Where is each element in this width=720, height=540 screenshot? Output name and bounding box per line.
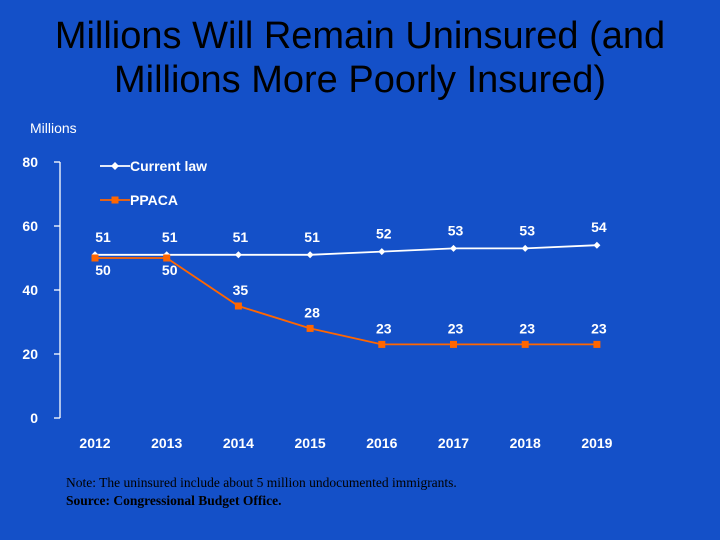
source-text: Source: Congressional Budget Office. bbox=[66, 493, 282, 508]
data-point-ppaca bbox=[306, 324, 314, 332]
data-point-current-law bbox=[234, 251, 242, 259]
data-label-current-law: 51 bbox=[162, 229, 178, 245]
data-point-ppaca bbox=[378, 340, 386, 348]
x-tick-label: 2017 bbox=[438, 435, 469, 451]
legend-label-ppaca: PPACA bbox=[130, 192, 178, 208]
x-tick-label: 2013 bbox=[151, 435, 182, 451]
data-point-ppaca bbox=[234, 302, 242, 310]
data-label-current-law: 53 bbox=[448, 222, 464, 238]
legend-marker bbox=[111, 196, 119, 204]
chart-note: Note: The uninsured include about 5 mill… bbox=[66, 474, 457, 510]
data-label-ppaca: 35 bbox=[233, 282, 249, 298]
y-tick-label: 20 bbox=[22, 346, 38, 362]
legend-label-current-law: Current law bbox=[130, 158, 207, 174]
x-tick-label: 2018 bbox=[510, 435, 541, 451]
data-point-ppaca bbox=[91, 254, 99, 262]
data-label-ppaca: 23 bbox=[591, 320, 607, 336]
data-point-current-law bbox=[378, 248, 386, 256]
y-tick-label: 0 bbox=[30, 410, 38, 426]
data-label-ppaca: 50 bbox=[162, 262, 178, 278]
x-tick-label: 2012 bbox=[79, 435, 110, 451]
y-tick-label: 60 bbox=[22, 218, 38, 234]
y-tick-label: 40 bbox=[22, 282, 38, 298]
line-chart: Millions 0 20 40 60 80 2012 2013 2014 2015 2016 201… bbox=[22, 120, 612, 451]
data-label-ppaca: 23 bbox=[448, 320, 464, 336]
note-text: Note: The uninsured include about 5 mill… bbox=[66, 475, 457, 490]
data-point-ppaca bbox=[450, 340, 457, 348]
x-tick-label: 2016 bbox=[366, 435, 397, 451]
data-point-current-law bbox=[521, 244, 529, 252]
series-line-ppaca bbox=[95, 257, 597, 346]
y-tick-label: 80 bbox=[22, 154, 38, 170]
title-line-2: Millions More Poorly Insured) bbox=[113, 59, 607, 101]
data-label-ppaca: 23 bbox=[376, 320, 392, 336]
data-label-current-law: 51 bbox=[233, 229, 249, 245]
slide-title: Millions Will Remain Uninsured (and Mill… bbox=[0, 14, 720, 102]
data-label-ppaca: 50 bbox=[95, 262, 111, 278]
legend-marker bbox=[111, 162, 119, 170]
data-label-current-law: 52 bbox=[376, 226, 392, 242]
data-point-current-law bbox=[593, 241, 601, 249]
y-axis-label: Millions bbox=[30, 120, 77, 136]
data-label-current-law: 54 bbox=[591, 219, 607, 235]
data-point-ppaca bbox=[521, 340, 529, 348]
data-label-ppaca: 23 bbox=[519, 320, 535, 336]
series-line-current-law bbox=[95, 244, 597, 256]
data-point-current-law bbox=[306, 251, 314, 259]
data-point-current-law bbox=[450, 244, 457, 252]
data-label-current-law: 51 bbox=[95, 229, 111, 245]
data-point-ppaca bbox=[163, 254, 171, 262]
x-tick-label: 2014 bbox=[223, 435, 254, 451]
x-tick-label: 2015 bbox=[295, 435, 326, 451]
data-point-ppaca bbox=[593, 340, 601, 348]
data-label-current-law: 53 bbox=[519, 222, 535, 238]
data-label-ppaca: 28 bbox=[304, 304, 320, 320]
data-label-current-law: 51 bbox=[304, 229, 320, 245]
title-line-1: Millions Will Remain Uninsured (and bbox=[54, 15, 666, 57]
x-tick-label: 2019 bbox=[581, 435, 612, 451]
